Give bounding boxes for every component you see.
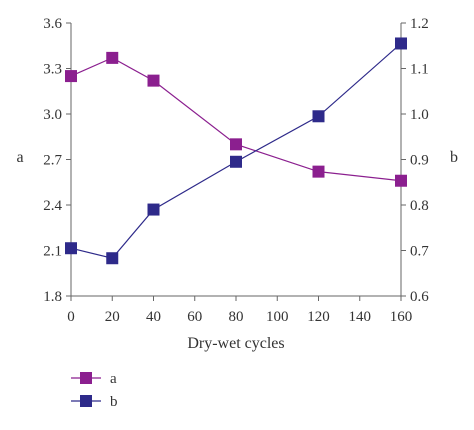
y-right-tick-label: 1.1 xyxy=(410,62,429,78)
series-line-b xyxy=(70,43,402,259)
x-tick-label: 40 xyxy=(146,309,161,325)
series-b xyxy=(65,37,407,265)
x-tick-label: 20 xyxy=(105,309,120,325)
x-tick-label: 120 xyxy=(307,309,330,325)
legend-marker-a xyxy=(80,372,92,384)
y-left-tick-label: 2.1 xyxy=(43,244,62,260)
data-point-b xyxy=(395,37,407,50)
data-point-b xyxy=(147,203,160,216)
x-tick-label: 140 xyxy=(349,309,372,325)
y-left-tick-label: 2.4 xyxy=(43,198,62,214)
x-tick-label: 60 xyxy=(187,309,202,325)
legend: ab xyxy=(71,371,118,410)
legend-label-a: a xyxy=(110,371,117,387)
y-right-tick-label: 1.0 xyxy=(410,107,429,123)
y-left-tick-label: 1.8 xyxy=(43,289,62,305)
data-point-b xyxy=(230,155,242,168)
series-a xyxy=(65,51,407,187)
y-axis-right-title: b xyxy=(450,149,458,166)
series-line-a xyxy=(70,57,402,182)
legend-label-b: b xyxy=(110,394,118,410)
x-tick-label: 100 xyxy=(266,309,289,325)
y-left-tick-label: 3.6 xyxy=(43,16,62,32)
data-point-b xyxy=(312,110,325,123)
y-right-tick-label: 0.6 xyxy=(410,289,429,305)
legend-item-b: b xyxy=(71,394,118,410)
data-point-a xyxy=(395,174,407,187)
x-tick-label: 80 xyxy=(229,309,244,325)
data-point-a xyxy=(147,74,160,87)
y-left-tick-label: 2.7 xyxy=(43,153,62,169)
y-left-tick-label: 3.3 xyxy=(43,62,62,78)
data-point-b xyxy=(65,242,77,255)
legend-marker-b xyxy=(80,395,92,407)
y-left-tick-label: 3.0 xyxy=(43,107,62,123)
y-right-tick-label: 1.2 xyxy=(410,16,429,32)
series-layer xyxy=(65,37,407,265)
data-point-b xyxy=(106,252,119,265)
y-right-tick-label: 0.8 xyxy=(410,198,429,214)
y-right-tick-label: 0.9 xyxy=(410,153,429,169)
x-tick-label: 0 xyxy=(67,309,75,325)
x-tick-label: 160 xyxy=(390,309,413,325)
data-point-a xyxy=(312,165,325,178)
x-axis-title: Dry-wet cycles xyxy=(187,335,284,352)
y-axis-left-title: a xyxy=(16,149,23,166)
data-point-a xyxy=(65,70,77,83)
y-right-tick-label: 0.7 xyxy=(410,244,429,260)
data-point-a xyxy=(230,138,242,151)
ticks: 0 20 40 60 80 100 120 140 160 1.8 2.1 2.4 2.7 3.0 3.3 3… xyxy=(43,16,429,325)
legend-item-a: a xyxy=(71,371,117,387)
data-point-a xyxy=(106,51,119,64)
